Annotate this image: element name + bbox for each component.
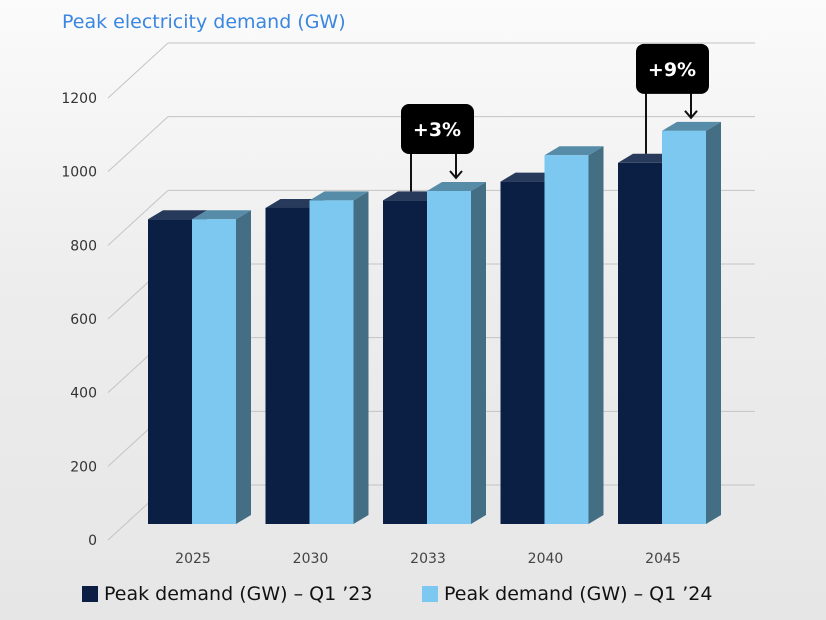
legend-swatch-q1-23 <box>82 586 98 602</box>
callout-2033: +3% <box>401 104 474 192</box>
callout-label: +3% <box>413 119 461 141</box>
legend-item-q1-23: Peak demand (GW) – Q1 ’23 <box>82 583 372 605</box>
x-tick-label: 2040 <box>528 551 564 567</box>
label-layer: 0 200 400 600 800 1000 1200 2025 2030 2033 2040 204… <box>61 91 680 567</box>
chart-canvas: Peak electricity demand (GW) 0 200 400 600 8… <box>61 11 755 567</box>
legend-label-q1-23: Peak demand (GW) – Q1 ’23 <box>104 583 373 605</box>
y-tick-label: 1000 <box>61 165 97 181</box>
bar-top <box>309 191 369 201</box>
bar-2040-q1-24 <box>544 146 604 524</box>
bar-2033-q1-24 <box>427 182 486 525</box>
bar-front <box>265 207 310 524</box>
bar-front <box>192 219 236 525</box>
callout-2045: +9% <box>636 43 709 154</box>
y-tick-label: 0 <box>88 533 97 549</box>
legend-item-q1-24: Peak demand (GW) – Q1 ’24 <box>422 583 712 605</box>
bar-front <box>544 155 589 524</box>
bar-top <box>192 210 251 220</box>
gridline-diagonal <box>107 189 169 246</box>
bar-2045-q1-24 <box>662 121 721 524</box>
bar-front <box>500 181 545 525</box>
y-tick-label: 200 <box>70 459 97 475</box>
bar-side <box>706 121 721 524</box>
callout-layer: +3% +9% <box>401 43 709 192</box>
x-tick-label: 2025 <box>175 551 211 567</box>
bar-front <box>618 162 662 525</box>
callout-box <box>401 104 474 155</box>
bar-top <box>427 182 486 192</box>
y-tick-label: 600 <box>70 312 97 328</box>
y-tick-label: 1200 <box>61 91 97 107</box>
bar-side <box>353 191 369 525</box>
bar-side <box>471 182 486 525</box>
bar-2030-q1-24 <box>309 191 369 525</box>
callout-label: +9% <box>648 59 696 81</box>
y-tick-label: 400 <box>70 386 97 402</box>
x-tick-label: 2033 <box>410 551 446 567</box>
bar-top <box>544 146 604 156</box>
gridline-diagonal <box>107 42 169 99</box>
bar-front <box>148 219 192 525</box>
bar-front <box>309 200 354 525</box>
callout-box <box>636 43 709 94</box>
chart-title: Peak electricity demand (GW) <box>62 11 346 33</box>
gridline-diagonal <box>107 116 169 173</box>
legend-swatch-q1-24 <box>422 586 438 602</box>
bar-side <box>588 146 604 524</box>
callout-arrowhead <box>449 170 463 180</box>
x-tick-label: 2045 <box>645 551 681 567</box>
bar-2025-q1-24 <box>192 210 251 525</box>
y-tick-label: 800 <box>70 238 97 254</box>
bar-layer <box>148 121 721 525</box>
bar-top <box>148 210 207 220</box>
callout-arrowhead <box>684 110 698 120</box>
bar-front <box>383 200 427 525</box>
legend-label-q1-24: Peak demand (GW) – Q1 ’24 <box>444 583 713 605</box>
legend: Peak demand (GW) – Q1 ’23 Peak demand (G… <box>82 583 782 607</box>
bar-side <box>236 210 251 525</box>
bar-top <box>662 121 721 131</box>
bar-front <box>427 191 471 525</box>
x-tick-label: 2030 <box>293 551 329 567</box>
bar-front <box>662 130 706 524</box>
